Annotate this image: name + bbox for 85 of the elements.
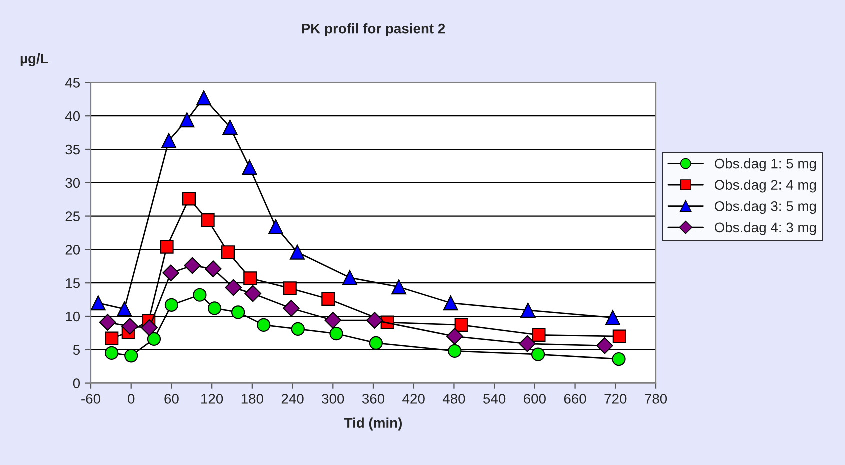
point [201, 214, 215, 228]
point [283, 300, 300, 317]
point [244, 285, 262, 302]
x-tick-label: 480 [442, 394, 466, 404]
point [164, 298, 179, 312]
x-tick-label: 300 [322, 394, 344, 404]
point [596, 337, 614, 354]
point [160, 240, 174, 254]
point [519, 335, 536, 352]
point [612, 352, 626, 366]
legend-label: Obs.dag 1: 5 mg [714, 158, 816, 172]
point [446, 328, 464, 345]
chart-title: PK profil for pasient 2 [302, 24, 446, 36]
y-tick-label: 35 [66, 144, 80, 155]
point [222, 120, 238, 135]
y-tick-label: 10 [66, 312, 80, 322]
x-tick-label: 60 [164, 394, 179, 404]
point [291, 322, 305, 336]
x-tick-label: 180 [242, 394, 264, 404]
x-tick-label: 600 [524, 394, 546, 404]
point [105, 332, 119, 346]
point [290, 244, 305, 260]
y-tick-label: 5 [73, 345, 80, 356]
point [196, 90, 212, 106]
point [147, 332, 162, 346]
point [532, 328, 546, 342]
point [612, 330, 626, 344]
x-axis-title: Tid (min) [344, 418, 402, 431]
point [342, 270, 358, 286]
x-tick-label: 120 [202, 394, 224, 404]
x-tick-label: 0 [128, 394, 135, 404]
legend-label: Obs.dag 3: 5 mg [714, 201, 816, 214]
x-tick-label: 660 [564, 394, 586, 404]
y-tick-label: 0 [73, 378, 80, 388]
point [454, 318, 468, 332]
point [124, 349, 138, 363]
point [141, 319, 158, 336]
legend-label: Obs.dag 4: 3 mg [714, 222, 816, 236]
point [366, 312, 384, 329]
x-tick-label: 720 [604, 394, 627, 404]
x-tick-label: 780 [645, 394, 668, 404]
x-tick-label: 240 [282, 394, 304, 404]
point [531, 348, 546, 362]
point [182, 192, 196, 206]
y-tick-label: 30 [66, 178, 80, 188]
point [162, 264, 180, 282]
point [257, 318, 271, 332]
point [117, 302, 132, 317]
point [162, 133, 177, 148]
point [221, 246, 236, 260]
point [268, 219, 284, 234]
point [330, 327, 344, 341]
point [244, 272, 258, 286]
point [232, 306, 246, 320]
x-tick-label: 360 [362, 394, 385, 404]
point [208, 302, 222, 316]
point [105, 346, 119, 360]
point [283, 282, 297, 296]
y-tick-label: 40 [65, 111, 80, 122]
point [242, 160, 258, 176]
point [184, 257, 201, 274]
point [443, 296, 458, 311]
x-tick-label: -60 [82, 394, 100, 404]
y-tick-label: 20 [66, 245, 80, 255]
point [369, 336, 383, 350]
point [520, 302, 536, 318]
point [448, 344, 462, 358]
point [193, 288, 207, 302]
legend-label: Obs.dag 2: 4 mg [714, 180, 816, 193]
point [322, 292, 336, 306]
point [605, 310, 620, 326]
x-tick-label: 420 [402, 394, 425, 404]
x-tick-label: 540 [484, 394, 506, 404]
point [225, 279, 242, 296]
point [180, 112, 195, 128]
point [122, 318, 138, 335]
y-tick-label: 45 [65, 78, 80, 88]
point [205, 260, 222, 278]
point [392, 280, 407, 295]
y-tick-label: 25 [66, 212, 80, 222]
point [91, 296, 106, 311]
point [99, 314, 116, 331]
y-axis-title: µg/L [20, 53, 48, 67]
point [324, 312, 342, 329]
y-tick-label: 15 [66, 278, 80, 288]
